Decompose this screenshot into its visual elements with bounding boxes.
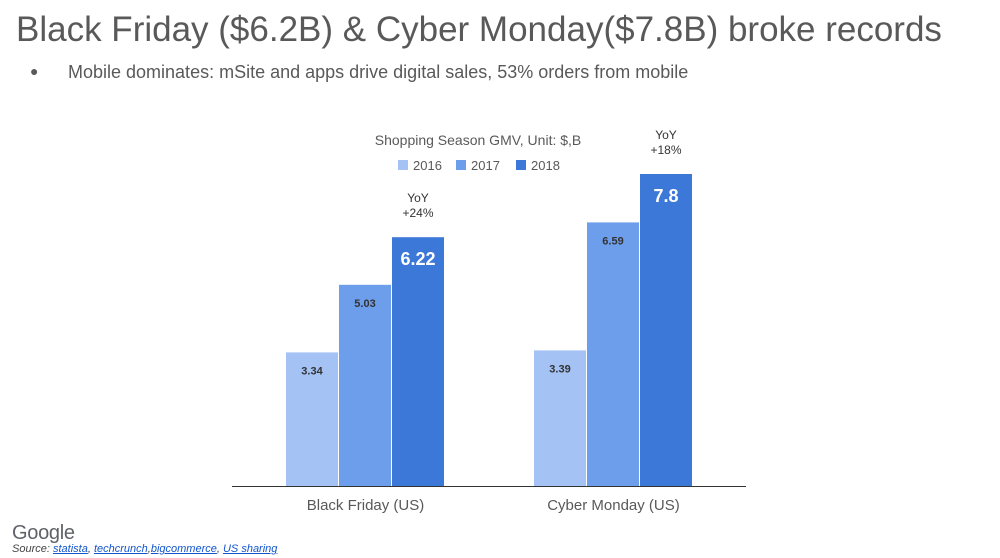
source-separator: , [216,543,223,555]
yoy-annotation-label-1: YoY [655,128,677,142]
slide-title: Black Friday ($6.2B) & Cyber Monday($7.8… [16,10,942,49]
source-link-statista[interactable]: statista [52,543,88,555]
yoy-annotation-label-0: YoY [407,191,429,205]
legend-label-2017: 2017 [471,158,500,173]
bullet-marker: ● [30,63,39,79]
source-link-us-sharing[interactable]: US sharing [222,543,278,555]
data-label-2018-1: 7.8 [653,186,678,206]
legend-swatch-2016 [398,160,408,170]
legend-swatch-2018 [516,160,526,170]
bar-2016-0 [286,352,338,486]
source-link-techcrunch[interactable]: techcrunch [93,543,148,555]
category-label-0: Black Friday (US) [307,497,425,514]
source-link-bigcommerce[interactable]: bigcommerce [150,543,217,555]
source-separator: , [147,543,151,555]
bullet-text: Mobile dominates: mSite and apps drive d… [68,62,689,82]
data-label-2017-1: 6.59 [602,235,623,247]
legend-label-2018: 2018 [531,158,560,173]
bullet-item: ● Mobile dominates: mSite and apps drive … [30,62,688,83]
data-label-2018-0: 6.22 [400,249,435,269]
source-separator: , [87,543,94,555]
bar-2017-1 [587,222,639,486]
google-logo: Google [12,522,75,544]
source-line: Source: statista, techcrunch,bigcommerce… [12,543,277,555]
data-label-2017-0: 5.03 [354,298,375,310]
source-prefix: Source: [12,543,53,555]
bar-2018-1 [640,174,692,486]
bar-2017-0 [339,284,391,486]
legend-label-2016: 2016 [413,158,442,173]
chart-title: Shopping Season GMV, Unit: $,B [375,132,582,148]
data-label-2016-1: 3.39 [549,363,570,375]
yoy-annotation-value-0: +24% [402,206,433,220]
yoy-annotation-value-1: +18% [650,143,681,157]
bar-2016-1 [534,350,586,486]
legend-swatch-2017 [456,160,466,170]
bar-2018-0 [392,237,444,486]
data-label-2016-0: 3.34 [301,365,323,377]
category-label-1: Cyber Monday (US) [547,497,680,514]
